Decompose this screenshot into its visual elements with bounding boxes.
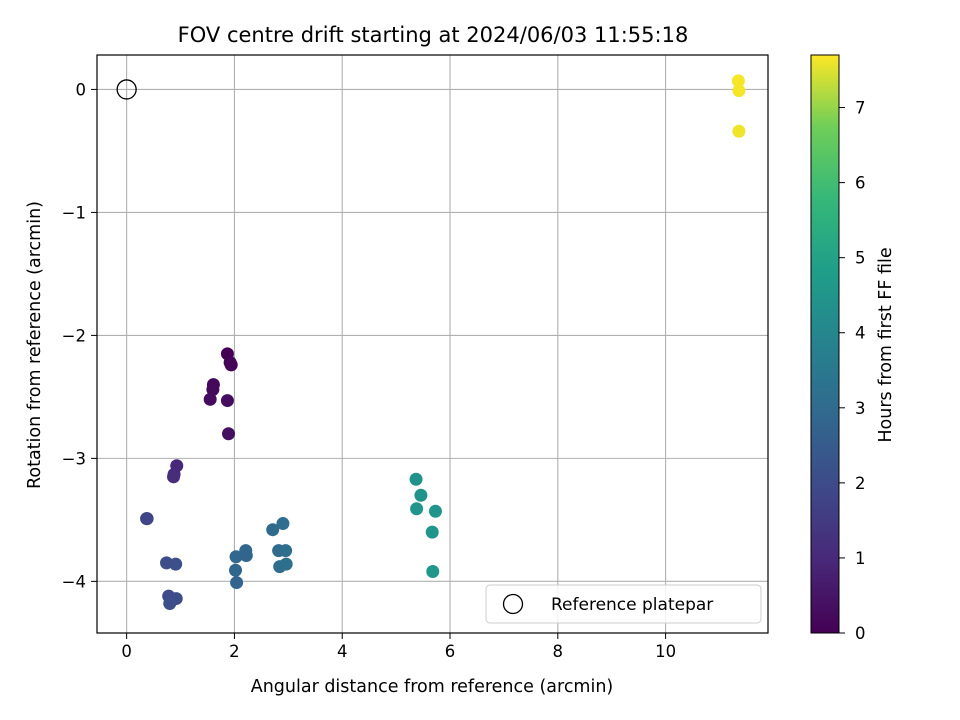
- data-point: [731, 74, 745, 88]
- data-point: [203, 392, 217, 406]
- colorbar: 0 1 2 3 4 5 6 7 Hours from first FF file: [810, 54, 896, 643]
- colorbar-gradient: [810, 54, 840, 634]
- y-tick-label: −3: [62, 449, 86, 468]
- chart-title: FOV centre drift starting at 2024/06/03 …: [178, 23, 689, 47]
- data-point: [732, 124, 746, 138]
- data-point: [229, 550, 243, 564]
- data-point: [410, 502, 424, 516]
- data-point: [167, 470, 181, 484]
- data-point: [230, 576, 244, 590]
- data-point: [276, 517, 290, 531]
- legend-label-reference-platepar: Reference platepar: [551, 595, 713, 615]
- data-point: [222, 427, 236, 441]
- data-point: [163, 596, 177, 610]
- data-point: [428, 504, 442, 518]
- data-point: [229, 563, 243, 577]
- colorbar-tick-label: 6: [855, 174, 866, 193]
- scatter-points: [140, 74, 746, 610]
- x-tick-label: 6: [445, 642, 456, 661]
- y-tick-label: −2: [62, 326, 86, 345]
- legend-marker-hollow-circle: [502, 593, 524, 615]
- data-point: [732, 84, 746, 98]
- reference-marker-layer: [116, 79, 137, 100]
- y-tick-label: 0: [76, 80, 87, 99]
- x-tick-label: 10: [655, 642, 676, 661]
- legend: Reference platepar: [485, 584, 762, 624]
- reference-platepar-marker: [116, 79, 137, 100]
- x-axis-label: Angular distance from reference (arcmin): [251, 677, 614, 697]
- data-point: [425, 525, 439, 539]
- data-point: [220, 394, 234, 408]
- colorbar-tick-label: 0: [855, 624, 866, 643]
- colorbar-label: Hours from first FF file: [876, 247, 896, 442]
- data-point: [266, 523, 280, 537]
- colorbar-tick-label: 4: [855, 324, 866, 343]
- colorbar-tick-label: 3: [855, 399, 866, 418]
- axis-ticks: 0 2 4 6 8 10 0 −1 −2 −3 −4: [62, 80, 676, 661]
- data-point: [409, 472, 423, 486]
- data-point: [426, 565, 440, 579]
- data-point: [279, 557, 293, 571]
- plot-area-frame: [96, 54, 769, 634]
- x-tick-label: 8: [553, 642, 564, 661]
- data-point: [279, 544, 293, 558]
- y-axis-label: Rotation from reference (arcmin): [25, 201, 45, 489]
- data-point: [414, 488, 428, 502]
- data-point: [224, 358, 238, 372]
- colorbar-ticks: 0 1 2 3 4 5 6 7: [839, 99, 866, 643]
- colorbar-tick-label: 2: [855, 474, 866, 493]
- colorbar-tick-label: 5: [855, 249, 866, 268]
- x-tick-label: 2: [229, 642, 240, 661]
- x-tick-label: 4: [337, 642, 348, 661]
- x-tick-label: 0: [121, 642, 132, 661]
- grid-lines: [97, 55, 768, 633]
- data-point: [169, 557, 183, 571]
- data-point: [239, 549, 253, 563]
- colorbar-tick-label: 7: [855, 99, 866, 118]
- colorbar-tick-label: 1: [855, 549, 866, 568]
- y-tick-label: −1: [62, 203, 86, 222]
- legend-box: [485, 584, 762, 624]
- data-point: [140, 512, 154, 526]
- y-tick-label: −4: [62, 572, 86, 591]
- data-point: [206, 383, 220, 397]
